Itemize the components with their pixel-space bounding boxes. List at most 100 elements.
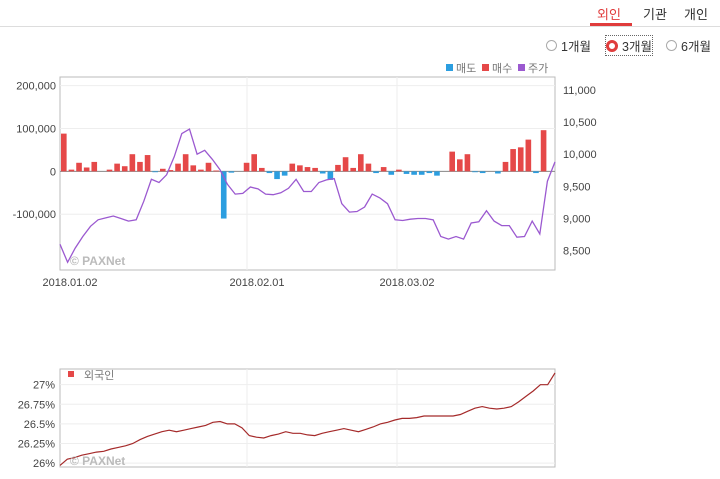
y-right-tick-label: 9,500	[563, 181, 591, 193]
radio-icon[interactable]	[666, 40, 677, 51]
y-tick-label: 26.75%	[18, 399, 56, 411]
y-left-tick-label: 100,000	[16, 123, 56, 135]
sell-bar	[373, 171, 379, 174]
buy-bar	[198, 169, 204, 172]
buy-bar	[464, 154, 471, 172]
buy-bar	[525, 139, 532, 172]
watermark: © PAXNet	[70, 454, 125, 468]
buy-bar	[76, 162, 82, 172]
foreign-ownership-chart: 27% 26.75% 26.5% 26.25% 26% 외국인 © PAXNet	[18, 368, 556, 470]
sell-bar	[266, 171, 273, 174]
legend-swatch	[446, 64, 453, 71]
legend-label: 매도	[456, 62, 476, 75]
y-left-tick-label: -100,000	[13, 209, 56, 221]
investor-tab-bar: 외인 기관 개인	[0, 0, 720, 27]
y-right-tick-label: 10,500	[563, 117, 597, 129]
buy-bar	[175, 163, 181, 172]
price-line	[59, 128, 556, 264]
buy-bar	[457, 159, 463, 172]
tab-foreign[interactable]: 외인	[597, 7, 621, 22]
y-right-tick-label: 8,500	[563, 246, 591, 258]
sell-bar	[388, 171, 395, 175]
x-tick-label: 2018.02.01	[229, 277, 284, 289]
period-label: 6개월	[681, 40, 711, 54]
sell-bar	[472, 171, 478, 173]
y-tick-label: 26%	[33, 458, 55, 470]
radio-icon[interactable]	[546, 40, 557, 51]
buy-bar	[358, 154, 364, 172]
sell-bar	[228, 171, 235, 173]
buy-bar	[297, 165, 303, 172]
buy-bar	[304, 167, 311, 172]
sell-bar	[281, 171, 288, 176]
sell-bar	[426, 171, 433, 174]
y-tick-label: 27%	[33, 380, 55, 392]
buy-bar	[61, 133, 67, 172]
buy-bar	[380, 167, 387, 172]
sell-bar	[274, 171, 280, 180]
plot-area	[59, 368, 556, 468]
buy-bar	[449, 151, 455, 172]
buy-bar	[365, 163, 372, 172]
sell-bar	[319, 171, 326, 174]
radio-selected-icon[interactable]	[606, 39, 618, 52]
buy-bar	[129, 154, 136, 172]
buy-bar	[160, 168, 166, 172]
buy-bar	[259, 167, 265, 172]
buy-bar	[205, 162, 212, 172]
legend-swatch	[482, 64, 489, 71]
ownership-line	[59, 372, 556, 466]
plot-area	[59, 76, 556, 271]
y-tick-label: 26.25%	[18, 438, 56, 450]
sell-bar	[533, 171, 539, 174]
legend-swatch	[518, 64, 525, 71]
period-label: 3개월	[622, 40, 652, 54]
buy-bar	[213, 170, 219, 172]
y-left-tick-label: 200,000	[16, 81, 56, 93]
x-tick-label: 2018.03.02	[379, 277, 434, 289]
buy-bar	[251, 154, 257, 172]
sell-bar	[495, 171, 501, 174]
active-tab-indicator	[590, 23, 632, 26]
sell-bar	[418, 171, 425, 175]
y-tick-label: 26.5%	[24, 419, 55, 431]
buy-bar	[190, 165, 197, 172]
legend-swatch	[68, 371, 74, 377]
buy-bar	[350, 167, 356, 172]
buy-bar	[121, 166, 128, 172]
sell-bar	[434, 171, 440, 176]
legend-label: 외국인	[84, 369, 114, 382]
legend-label: 주가	[528, 62, 548, 75]
buy-bar	[510, 149, 516, 172]
buy-bar	[182, 154, 189, 172]
period-selector: 1개월 3개월 6개월	[540, 35, 720, 56]
sell-bar	[411, 171, 417, 175]
buy-bar	[335, 164, 341, 172]
period-label: 1개월	[561, 40, 591, 54]
buy-bar	[167, 170, 174, 172]
buy-bar	[517, 147, 524, 172]
watermark: © PAXNet	[70, 254, 125, 268]
y-right-tick-label: 10,000	[563, 149, 597, 161]
y-right-tick-label: 9,000	[563, 214, 591, 226]
sell-bar	[479, 171, 486, 174]
buy-bar	[83, 167, 90, 172]
period-3-month[interactable]: 3개월	[605, 35, 653, 56]
buy-bar	[396, 169, 402, 172]
trading-volume-chart: 200,000 100,000 0 -100,000 11,000 10,500 10,00…	[13, 62, 597, 289]
buy-bar	[540, 130, 547, 172]
tab-individual[interactable]: 개인	[684, 7, 708, 22]
buy-bar	[114, 163, 120, 172]
buy-bar	[312, 167, 318, 172]
buy-bar	[243, 162, 250, 172]
period-6-month[interactable]: 6개월	[666, 36, 711, 55]
buy-bar	[137, 161, 143, 172]
period-1-month[interactable]: 1개월	[546, 36, 591, 55]
y-left-tick-label: 0	[50, 166, 56, 178]
buy-bar	[68, 169, 75, 172]
x-tick-label: 2018.01.02	[42, 277, 97, 289]
sell-bar	[220, 171, 227, 219]
buy-bar	[91, 161, 98, 172]
tab-institution[interactable]: 기관	[643, 7, 667, 22]
buy-bar	[342, 157, 349, 172]
